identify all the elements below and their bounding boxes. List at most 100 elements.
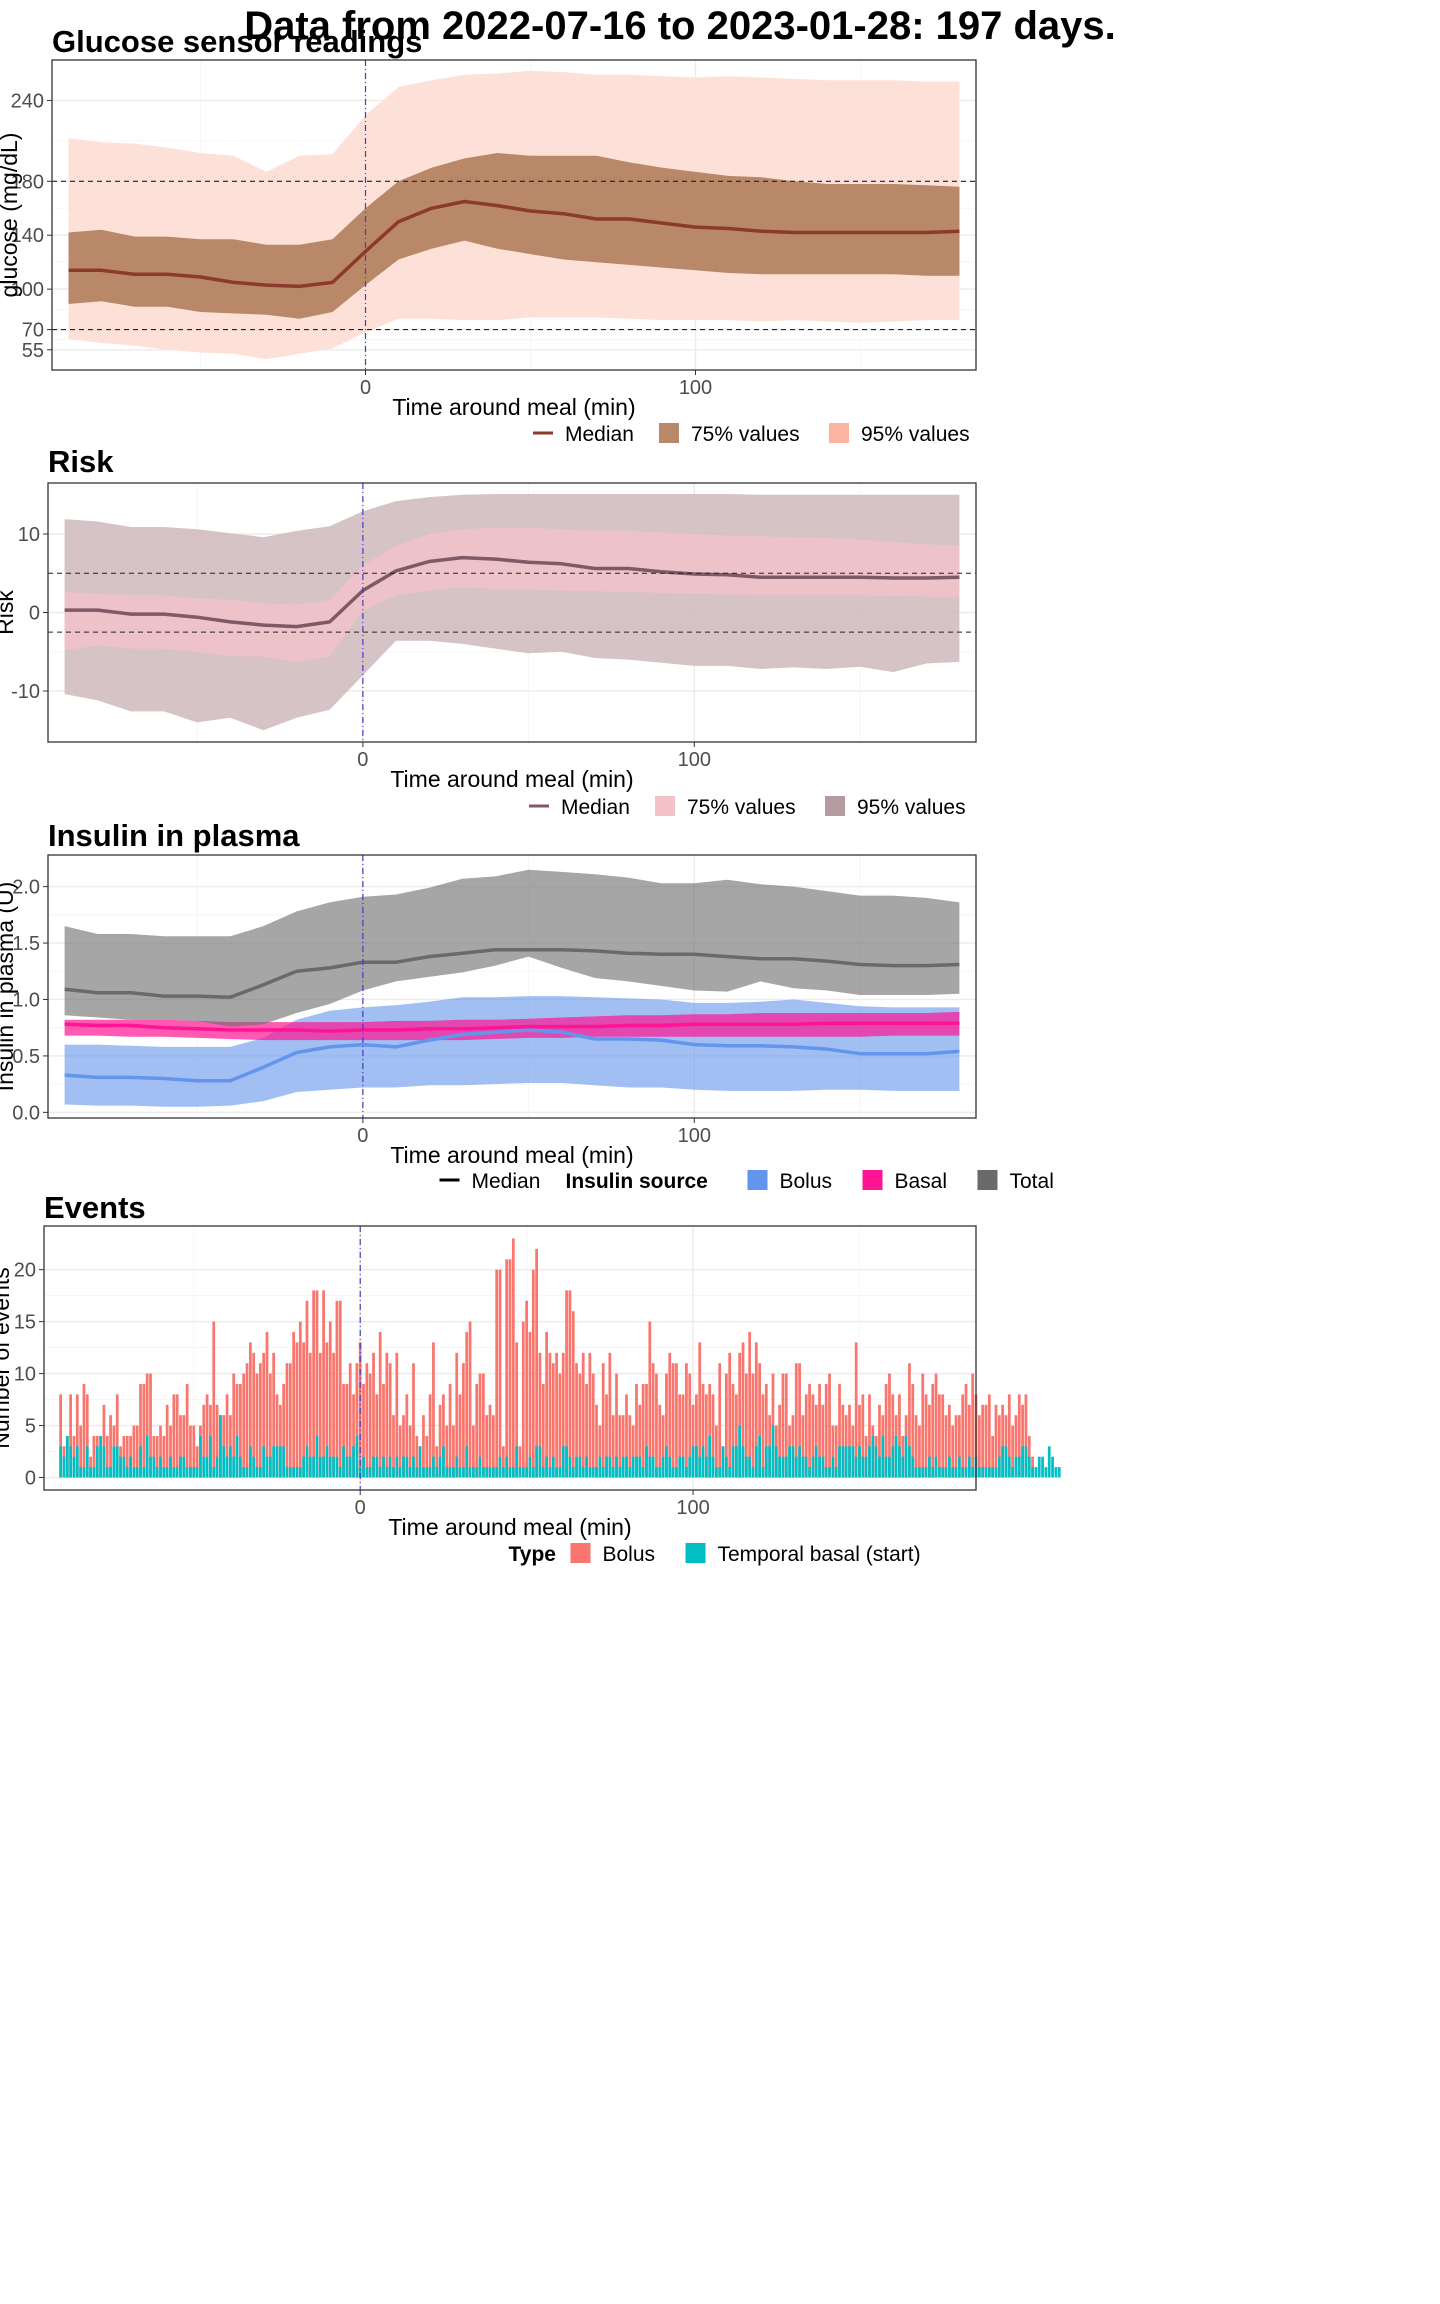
bar-bolus bbox=[878, 1404, 881, 1478]
bar-temporal-basal bbox=[961, 1467, 965, 1478]
bar-bolus bbox=[918, 1425, 921, 1478]
bar-temporal-basal bbox=[465, 1446, 469, 1478]
y-axis-label: Number of events bbox=[0, 1267, 14, 1449]
x-tick-label: 100 bbox=[678, 1125, 711, 1147]
bar-bolus bbox=[951, 1425, 955, 1478]
bar-temporal-basal bbox=[828, 1467, 831, 1478]
bar-temporal-basal bbox=[881, 1436, 885, 1478]
bar-bolus bbox=[908, 1363, 911, 1478]
bar-bolus bbox=[189, 1425, 192, 1478]
bar-bolus bbox=[495, 1269, 499, 1478]
bar-temporal-basal bbox=[638, 1456, 642, 1478]
bar-temporal-basal bbox=[358, 1467, 362, 1478]
bar-bolus bbox=[794, 1363, 798, 1478]
bar-temporal-basal bbox=[744, 1456, 748, 1478]
bar-temporal-basal bbox=[288, 1467, 292, 1478]
bar-temporal-basal bbox=[258, 1467, 262, 1478]
bar-temporal-basal bbox=[571, 1467, 575, 1478]
bar-temporal-basal bbox=[505, 1456, 509, 1478]
bar-temporal-basal bbox=[525, 1467, 529, 1478]
bar-temporal-basal bbox=[997, 1456, 1001, 1478]
bar-bolus bbox=[621, 1415, 625, 1478]
bar-temporal-basal bbox=[821, 1456, 825, 1478]
panel-border bbox=[51, 59, 977, 371]
bar-temporal-basal bbox=[202, 1456, 206, 1478]
bar-bolus bbox=[724, 1373, 728, 1478]
bar-bolus bbox=[665, 1373, 668, 1478]
bar-temporal-basal bbox=[325, 1446, 329, 1478]
bar-temporal-basal bbox=[95, 1446, 99, 1478]
bar-temporal-basal bbox=[531, 1467, 535, 1478]
bar-temporal-basal bbox=[92, 1467, 96, 1478]
bar-temporal-basal bbox=[82, 1467, 86, 1478]
bar-bolus bbox=[139, 1384, 142, 1478]
bar-bolus bbox=[548, 1352, 552, 1478]
legend-key-box bbox=[570, 1543, 591, 1563]
bar-bolus bbox=[861, 1394, 865, 1478]
bar-temporal-basal bbox=[335, 1456, 339, 1478]
bar-temporal-basal bbox=[408, 1467, 412, 1478]
bar-bolus bbox=[435, 1446, 439, 1478]
bar-bolus bbox=[957, 1415, 961, 1478]
bar-bolus bbox=[671, 1363, 675, 1478]
x-tick-label: 0 bbox=[355, 1497, 366, 1519]
bar-temporal-basal bbox=[851, 1446, 855, 1478]
bar-temporal-basal bbox=[435, 1467, 439, 1478]
bar-bolus bbox=[322, 1290, 325, 1478]
bar-temporal-basal bbox=[561, 1446, 565, 1478]
bar-bolus bbox=[681, 1394, 685, 1478]
bar-temporal-basal bbox=[508, 1467, 512, 1478]
bar-temporal-basal bbox=[348, 1456, 352, 1478]
bar-temporal-basal bbox=[345, 1456, 349, 1478]
bar-temporal-basal bbox=[645, 1446, 648, 1478]
bar-temporal-basal bbox=[338, 1467, 342, 1478]
y-axis-label: Risk bbox=[0, 590, 18, 635]
bar-temporal-basal bbox=[265, 1456, 269, 1478]
y-tick-label: 55 bbox=[22, 340, 44, 362]
bar-temporal-basal bbox=[884, 1456, 888, 1478]
bar-temporal-basal bbox=[362, 1456, 365, 1478]
bar-bolus bbox=[365, 1363, 369, 1478]
bar-temporal-basal bbox=[119, 1456, 122, 1478]
bar-bolus bbox=[954, 1415, 958, 1478]
bar-temporal-basal bbox=[575, 1456, 578, 1478]
bar-bolus bbox=[884, 1384, 888, 1478]
bar-temporal-basal bbox=[588, 1467, 592, 1478]
bar-temporal-basal bbox=[235, 1436, 239, 1478]
bar-bolus bbox=[202, 1404, 206, 1478]
bar-bolus bbox=[648, 1321, 652, 1478]
bar-temporal-basal bbox=[938, 1467, 941, 1478]
bar-temporal-basal bbox=[888, 1456, 891, 1478]
bar-bolus bbox=[282, 1384, 286, 1478]
bar-temporal-basal bbox=[115, 1446, 119, 1478]
bar-bolus bbox=[601, 1363, 605, 1478]
legend-label: Median bbox=[561, 796, 630, 819]
bar-temporal-basal bbox=[318, 1456, 322, 1478]
bar-temporal-basal bbox=[428, 1467, 432, 1478]
bar-temporal-basal bbox=[984, 1467, 988, 1478]
bar-temporal-basal bbox=[678, 1456, 682, 1478]
bar-temporal-basal bbox=[462, 1467, 465, 1478]
bar-bolus bbox=[412, 1363, 415, 1478]
bar-bolus bbox=[814, 1404, 818, 1478]
bar-bolus bbox=[402, 1415, 405, 1478]
bar-temporal-basal bbox=[784, 1456, 788, 1478]
bar-bolus bbox=[834, 1425, 838, 1478]
bar-bolus bbox=[475, 1384, 479, 1478]
bar-temporal-basal bbox=[864, 1456, 868, 1478]
bar-temporal-basal bbox=[458, 1467, 462, 1478]
bar-temporal-basal bbox=[731, 1446, 735, 1478]
bar-bolus bbox=[818, 1384, 821, 1478]
bar-bolus bbox=[258, 1363, 262, 1478]
bar-bolus bbox=[611, 1415, 615, 1478]
bar-bolus bbox=[438, 1404, 442, 1478]
bar-bolus bbox=[961, 1394, 965, 1478]
bar-temporal-basal bbox=[651, 1456, 655, 1478]
bar-temporal-basal bbox=[931, 1467, 935, 1478]
bar-bolus bbox=[458, 1394, 462, 1478]
bar-temporal-basal bbox=[365, 1467, 369, 1478]
bar-temporal-basal bbox=[728, 1467, 732, 1478]
bar-temporal-basal bbox=[698, 1456, 702, 1478]
bar-temporal-basal bbox=[754, 1446, 758, 1478]
bar-bolus bbox=[159, 1425, 162, 1478]
